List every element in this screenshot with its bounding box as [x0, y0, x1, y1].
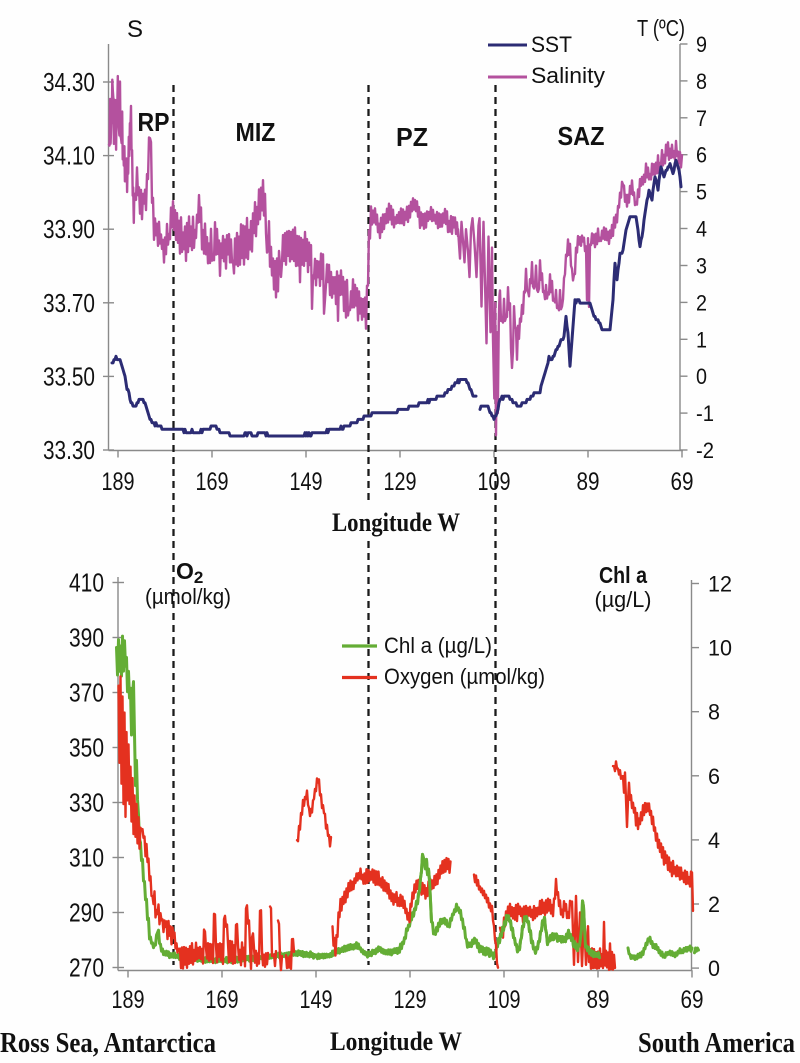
svg-text:189: 189 — [102, 468, 135, 496]
svg-text:410: 410 — [69, 568, 104, 598]
svg-text:69: 69 — [681, 986, 704, 1014]
svg-text:33.70: 33.70 — [43, 288, 95, 318]
svg-text:MIZ: MIZ — [236, 117, 276, 147]
svg-text:(µmol/kg): (µmol/kg) — [145, 584, 231, 609]
svg-text:2: 2 — [696, 290, 707, 315]
svg-text:10: 10 — [708, 636, 732, 661]
svg-text:12: 12 — [708, 572, 732, 597]
svg-text:129: 129 — [384, 468, 417, 496]
svg-text:33.90: 33.90 — [43, 214, 95, 244]
svg-text:89: 89 — [587, 986, 610, 1014]
svg-text:8: 8 — [696, 69, 707, 94]
svg-text:Chl a (µg/L): Chl a (µg/L) — [384, 633, 492, 658]
svg-text:SST: SST — [531, 32, 572, 57]
svg-text:33.50: 33.50 — [43, 361, 95, 391]
svg-text:169: 169 — [196, 468, 229, 496]
svg-text:8: 8 — [708, 700, 720, 725]
svg-text:370: 370 — [69, 678, 104, 708]
svg-text:5: 5 — [696, 180, 707, 205]
svg-text:Chl a: Chl a — [599, 562, 647, 588]
svg-text:109: 109 — [488, 986, 521, 1014]
svg-text:350: 350 — [69, 733, 104, 763]
svg-text:89: 89 — [577, 468, 600, 496]
svg-text:-2: -2 — [696, 438, 714, 463]
svg-text:(µg/L): (µg/L) — [595, 587, 652, 612]
svg-text:270: 270 — [69, 953, 104, 983]
svg-text:S: S — [127, 16, 143, 43]
svg-text:Longitude W: Longitude W — [332, 508, 460, 537]
svg-text:6: 6 — [696, 143, 707, 168]
svg-text:O2: O2 — [176, 558, 203, 587]
svg-text:9: 9 — [696, 32, 707, 57]
svg-text:33.30: 33.30 — [43, 435, 95, 465]
svg-text:4: 4 — [708, 828, 720, 853]
svg-text:-1: -1 — [696, 401, 714, 426]
svg-text:Ross Sea, Antarctica: Ross Sea, Antarctica — [0, 1028, 216, 1059]
svg-text:169: 169 — [206, 986, 239, 1014]
svg-text:330: 330 — [69, 788, 104, 818]
svg-text:0: 0 — [708, 956, 720, 981]
svg-text:Oxygen (µmol/kg): Oxygen (µmol/kg) — [384, 664, 545, 689]
svg-text:6: 6 — [708, 764, 720, 789]
svg-text:4: 4 — [696, 217, 707, 242]
svg-text:390: 390 — [69, 623, 104, 653]
svg-text:SAZ: SAZ — [558, 121, 605, 151]
svg-text:189: 189 — [112, 986, 145, 1014]
svg-text:South America: South America — [638, 1028, 795, 1059]
svg-text:34.30: 34.30 — [43, 67, 95, 97]
svg-text:69: 69 — [671, 468, 694, 496]
svg-text:3: 3 — [696, 253, 707, 278]
svg-text:T (ºC): T (ºC) — [637, 15, 685, 41]
svg-text:7: 7 — [696, 106, 707, 131]
svg-text:149: 149 — [300, 986, 333, 1014]
svg-text:149: 149 — [290, 468, 323, 496]
svg-text:109: 109 — [478, 468, 511, 496]
svg-text:310: 310 — [69, 843, 104, 873]
svg-text:34.10: 34.10 — [43, 141, 95, 171]
svg-text:PZ: PZ — [396, 122, 428, 152]
svg-text:1: 1 — [696, 327, 707, 352]
svg-text:290: 290 — [69, 898, 104, 928]
svg-text:Salinity: Salinity — [531, 63, 605, 88]
svg-text:Longitude W: Longitude W — [330, 1027, 462, 1056]
svg-text:2: 2 — [708, 892, 720, 917]
svg-text:0: 0 — [696, 364, 707, 389]
svg-text:129: 129 — [394, 986, 427, 1014]
svg-text:RP: RP — [138, 107, 170, 137]
